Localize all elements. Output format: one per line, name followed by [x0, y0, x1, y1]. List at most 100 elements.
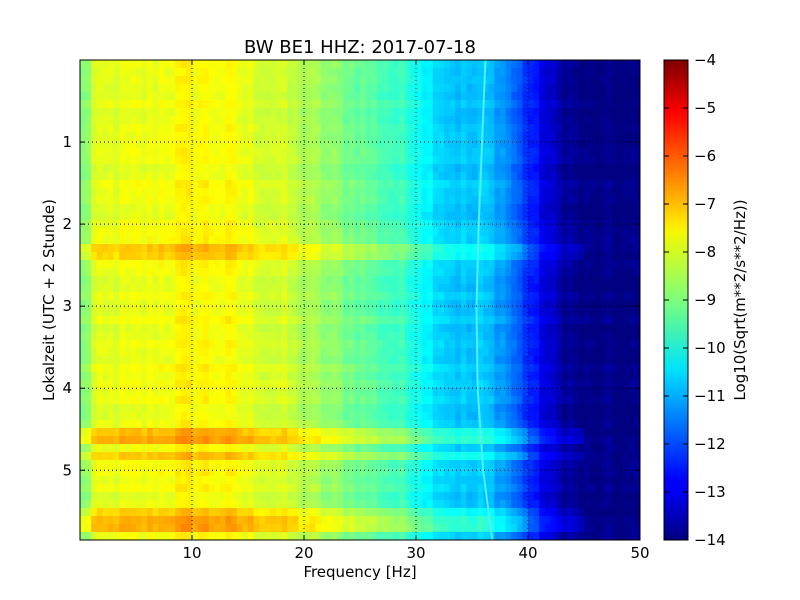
heatmap-cell [432, 444, 439, 453]
heatmap-cell [208, 196, 215, 205]
heatmap-cell [528, 68, 535, 77]
heatmap-cell [416, 356, 423, 365]
heatmap-cell [337, 164, 344, 173]
heatmap-cell [438, 276, 445, 285]
heatmap-cell [483, 332, 490, 341]
heatmap-cell [253, 228, 260, 237]
heatmap-cell [136, 164, 143, 173]
heatmap-cell [404, 164, 411, 173]
heatmap-cell [264, 252, 271, 261]
heatmap-cell [225, 180, 232, 189]
heatmap-cell [214, 348, 221, 357]
heatmap-cell [96, 284, 103, 293]
heatmap-cell [488, 412, 495, 421]
heatmap-cell [533, 252, 540, 261]
heatmap-cell [550, 284, 557, 293]
heatmap-cell [438, 340, 445, 349]
heatmap-cell [483, 180, 490, 189]
heatmap-cell [164, 308, 171, 317]
heatmap-cell [371, 172, 378, 181]
heatmap-cell [505, 84, 512, 93]
heatmap-cell [169, 68, 176, 77]
heatmap-cell [102, 172, 109, 181]
heatmap-cell [208, 180, 215, 189]
heatmap-cell [544, 396, 551, 405]
heatmap-cell [326, 348, 333, 357]
heatmap-cell [320, 212, 327, 221]
heatmap-cell [85, 60, 92, 69]
heatmap-cell [589, 244, 596, 253]
heatmap-cell [119, 348, 126, 357]
heatmap-cell [208, 212, 215, 221]
heatmap-cell [326, 444, 333, 453]
heatmap-cell [410, 428, 417, 437]
heatmap-cell [281, 340, 288, 349]
heatmap-cell [438, 324, 445, 333]
heatmap-cell [388, 428, 395, 437]
heatmap-cell [337, 116, 344, 125]
heatmap-cell [494, 380, 501, 389]
heatmap-cell [304, 300, 311, 309]
heatmap-cell [550, 100, 557, 109]
heatmap-cell [248, 340, 255, 349]
heatmap-cell [197, 236, 204, 245]
heatmap-cell [393, 420, 400, 429]
heatmap-cell [371, 252, 378, 261]
heatmap-cell [522, 220, 529, 229]
heatmap-cell [483, 324, 490, 333]
heatmap-cell [360, 276, 367, 285]
heatmap-cell [197, 252, 204, 261]
heatmap-cell [544, 404, 551, 413]
heatmap-cell [208, 68, 215, 77]
heatmap-cell [186, 84, 193, 93]
heatmap-cell [421, 180, 428, 189]
heatmap-cell [556, 148, 563, 157]
heatmap-cell [556, 164, 563, 173]
heatmap-cell [91, 84, 98, 93]
heatmap-cell [628, 132, 635, 141]
heatmap-cell [158, 124, 165, 133]
heatmap-cell [617, 332, 624, 341]
heatmap-cell [623, 308, 630, 317]
heatmap-cell [130, 124, 137, 133]
heatmap-cell [91, 116, 98, 125]
heatmap-cell [612, 260, 619, 269]
heatmap-cell [455, 324, 462, 333]
heatmap-cell [477, 228, 484, 237]
heatmap-cell [371, 380, 378, 389]
heatmap-cell [494, 124, 501, 133]
heatmap-cell [634, 132, 640, 141]
heatmap-cell [556, 180, 563, 189]
heatmap-cell [371, 436, 378, 445]
heatmap-cell [354, 412, 361, 421]
heatmap-cell [544, 260, 551, 269]
heatmap-cell [584, 108, 591, 117]
heatmap-cell [483, 100, 490, 109]
heatmap-cell [567, 140, 574, 149]
heatmap-cell [444, 428, 451, 437]
heatmap-cell [147, 332, 154, 341]
heatmap-cell [214, 380, 221, 389]
heatmap-cell [203, 292, 210, 301]
heatmap-cell [175, 204, 182, 213]
heatmap-cell [388, 436, 395, 445]
heatmap-cell [376, 332, 383, 341]
heatmap-cell [572, 100, 579, 109]
heatmap-cell [488, 276, 495, 285]
heatmap-cell [578, 364, 585, 373]
heatmap-cell [309, 292, 316, 301]
heatmap-cell [399, 388, 406, 397]
heatmap-cell [354, 420, 361, 429]
heatmap-cell [360, 188, 367, 197]
heatmap-cell [96, 404, 103, 413]
heatmap-cell [516, 412, 523, 421]
heatmap-cell [309, 348, 316, 357]
heatmap-cell [298, 324, 305, 333]
heatmap-cell [595, 76, 602, 85]
heatmap-cell [108, 172, 115, 181]
heatmap-cell [371, 452, 378, 461]
heatmap-cell [572, 444, 579, 453]
heatmap-cell [208, 292, 215, 301]
heatmap-cell [533, 260, 540, 269]
heatmap-cell [421, 412, 428, 421]
